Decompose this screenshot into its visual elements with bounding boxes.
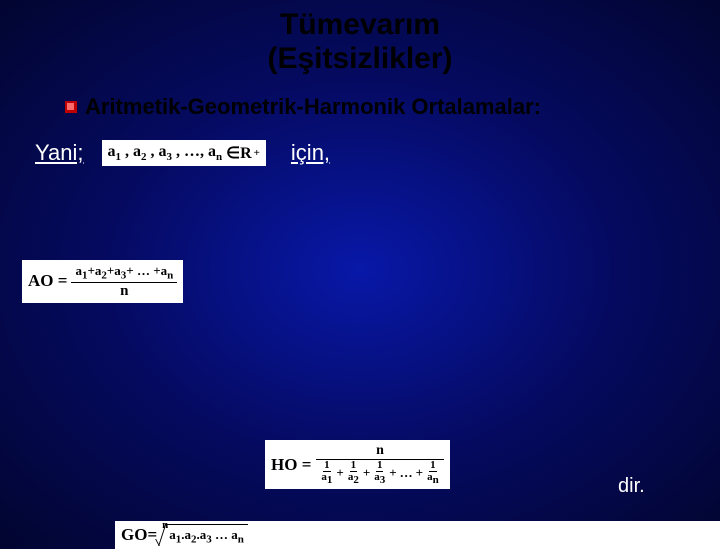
term-1: 1a1 [320, 460, 333, 486]
radical: a1.a2.a3 … an [165, 524, 248, 546]
harmonic-mean-formula: HO = n 1a1 + 1a2 + 1a3 + … + 1an [265, 440, 450, 489]
plus-superscript: + [254, 147, 260, 159]
ho-fraction: n 1a1 + 1a2 + 1a3 + … + 1an [316, 443, 443, 486]
set-symbol: ∈R [226, 143, 252, 163]
title-line-2: (Eşitsizlikler) [0, 42, 720, 76]
plus-icon: + [336, 465, 343, 481]
bullet-text: Aritmetik-Geometrik-Harmonik Ortalamalar… [85, 94, 541, 120]
title-line-1: Tümevarım [0, 8, 720, 42]
term-n: 1an [426, 460, 440, 486]
term-2: 1a2 [347, 460, 360, 486]
term-3: 1a3 [373, 460, 386, 486]
slide-title: Tümevarım (Eşitsizlikler) [0, 0, 720, 76]
bullet-row: Aritmetik-Geometrik-Harmonik Ortalamalar… [65, 94, 720, 120]
domain-formula: a1 , a2 , a3 , …, an ∈R+ [102, 140, 266, 166]
sequence-text: a1 , a2 , a3 , …, an [108, 143, 223, 163]
square-bullet-icon [65, 101, 77, 113]
ao-fraction: a1+a2+a3+ … +an n [71, 263, 177, 300]
ao-numerator: a1+a2+a3+ … +an [71, 263, 177, 283]
arithmetic-mean-formula: AO = a1+a2+a3+ … +an n [22, 260, 183, 303]
plus-icon: + [416, 465, 423, 481]
ho-label: HO = [271, 455, 311, 475]
ao-label: AO = [28, 271, 67, 291]
ho-denominator: 1a1 + 1a2 + 1a3 + … + 1an [316, 460, 443, 486]
premise-row: Yani; a1 , a2 , a3 , …, an ∈R+ için, [35, 140, 720, 166]
dir-suffix: dir. [618, 475, 645, 498]
yani-label: Yani; [35, 140, 84, 166]
ellipsis: … [400, 465, 413, 481]
ho-numerator: n [316, 443, 443, 460]
ao-denominator: n [116, 283, 132, 300]
plus-icon: + [389, 465, 396, 481]
plus-icon: + [363, 465, 370, 481]
icin-label: için, [291, 140, 330, 166]
geometric-mean-formula: GO= n a1.a2.a3 … an [115, 521, 720, 549]
